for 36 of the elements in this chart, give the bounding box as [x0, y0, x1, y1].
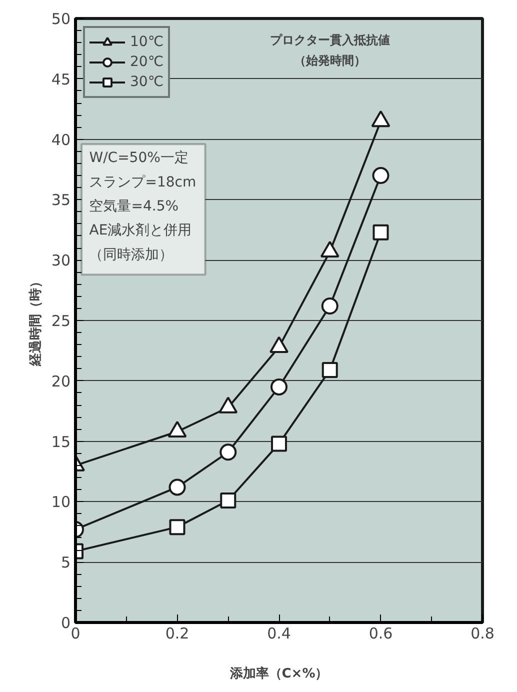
y-axis-title: 経過時間（時）	[28, 275, 44, 367]
y-tick-label: 20	[51, 372, 71, 390]
y-tick-label: 25	[51, 312, 71, 330]
point	[220, 444, 237, 461]
x-tick-label: 0.6	[368, 624, 393, 642]
point	[372, 224, 389, 240]
y-tick-label: 50	[51, 10, 71, 28]
point	[322, 362, 338, 378]
x-axis-title: 添加率（C×%）	[228, 666, 328, 682]
x-tick-label: 0.4	[267, 624, 291, 642]
point	[169, 519, 186, 536]
legend-label: 10℃	[130, 34, 164, 50]
x-tick-label: 0.8	[470, 624, 494, 642]
y-tick-label: 15	[51, 432, 71, 451]
y-tick-label: 30	[51, 252, 71, 270]
annotation: スランプ=18cm	[89, 174, 196, 190]
point	[321, 298, 338, 314]
y-tick-label: 10	[51, 493, 71, 512]
annotation: プロクター貫入抵抗値	[270, 32, 390, 47]
annotation: AE減水剤と併用	[89, 222, 192, 239]
point	[168, 478, 186, 496]
legend-label: 30℃	[130, 74, 164, 90]
annotation: （始発時間）	[294, 54, 366, 68]
point	[220, 492, 236, 508]
y-tick-label: 5	[60, 554, 71, 572]
annotation: W/C=50%一定	[89, 150, 188, 166]
point	[271, 436, 287, 452]
y-tick-label: 45	[51, 70, 71, 88]
annotation: 空気量=4.5%	[89, 198, 179, 214]
point	[372, 167, 390, 184]
point	[270, 378, 288, 396]
y-tick-label: 35	[51, 191, 71, 210]
legend-label: 20℃	[130, 54, 164, 70]
x-tick-label: 0.2	[165, 624, 190, 642]
annotation: （同時添加）	[89, 246, 174, 263]
y-tick-label: 40	[51, 130, 71, 149]
